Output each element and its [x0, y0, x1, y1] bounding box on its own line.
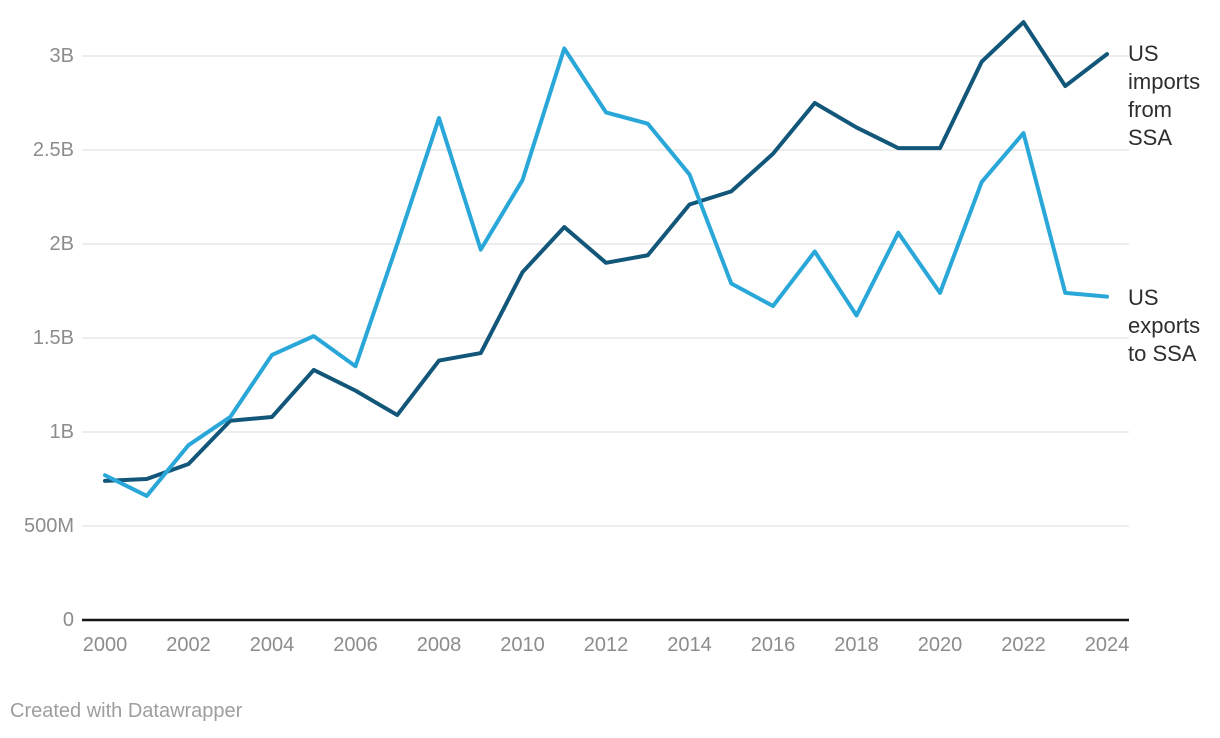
x-tick-label: 2000	[82, 634, 128, 656]
series-line-us-exports-to-ssa	[103, 46, 1109, 498]
attribution-link[interactable]: Created with Datawrapper	[10, 700, 243, 722]
x-tick-label: 2012	[583, 634, 629, 656]
x-tick-label: 2008	[416, 634, 462, 656]
y-tick-label: 2.5B	[32, 139, 74, 161]
x-tick-label: 2018	[834, 634, 879, 656]
y-tick-label: 0	[62, 609, 74, 631]
x-tick-label: 2014	[667, 634, 712, 656]
x-tick-label: 2010	[500, 634, 545, 656]
x-tick-label: 2002	[166, 634, 211, 656]
x-tick-label: 2006	[333, 634, 378, 656]
x-tick-label: 2016	[750, 634, 796, 656]
y-tick-label: 1.5B	[32, 327, 74, 349]
x-tick-label: 2020	[917, 634, 963, 656]
y-tick-label: 500M	[23, 515, 74, 537]
series-label-imports: US imports from SSA	[1128, 41, 1201, 150]
y-tick-label: 3B	[49, 45, 74, 67]
x-tick-label: 2004	[249, 634, 295, 656]
y-tick-label: 1B	[49, 421, 74, 443]
series-line-us-imports-from-ssa	[103, 20, 1109, 483]
series-label-exports: US exports to SSA	[1128, 285, 1201, 366]
x-tick-label: 2022	[1001, 634, 1046, 656]
y-tick-label: 2B	[49, 233, 74, 255]
x-tick-label: 2024	[1084, 634, 1130, 656]
